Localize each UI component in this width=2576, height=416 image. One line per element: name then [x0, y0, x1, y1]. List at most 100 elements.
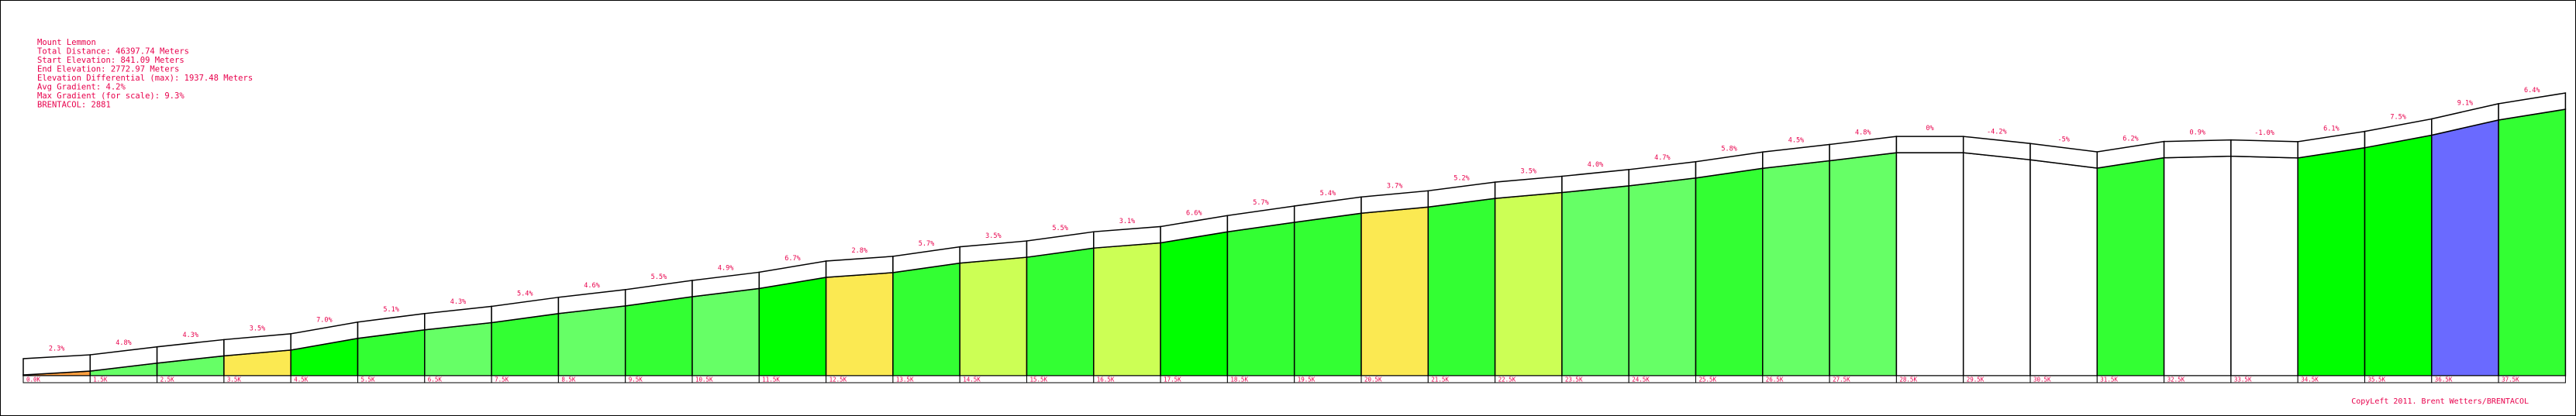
info-line-5: Avg Gradient: 4.2%	[37, 83, 126, 92]
segment-13: 5.7% 13.5K	[892, 240, 960, 383]
distance-label: 33.5K	[2234, 376, 2252, 383]
gradient-label: 5.8%	[1721, 145, 1736, 153]
gradient-label: 4.3%	[450, 298, 466, 306]
segment-ribbon	[2498, 92, 2567, 121]
segment-ribbon	[22, 354, 91, 376]
gradient-label: 5.7%	[919, 240, 934, 248]
segment-0: 2.3% 0.0K	[22, 346, 91, 383]
segment-fill	[1695, 167, 1764, 376]
gradient-label: 3.5%	[1521, 167, 1536, 175]
distance-label: 27.5K	[1833, 376, 1850, 383]
segment-fill	[1494, 191, 1563, 376]
gradient-label: 4.0%	[1588, 161, 1603, 169]
info-line-3: End Elevation: 2772.97 Meters	[37, 65, 179, 74]
segment-36: 9.1% 36.5K	[2431, 100, 2499, 383]
distance-label: 10.5K	[695, 376, 713, 383]
segment-33: -1.0% 33.5K	[2230, 129, 2298, 383]
gradient-label: 6.7%	[785, 255, 800, 263]
gradient-label: -1.0%	[2254, 129, 2274, 137]
segment-fill	[2431, 119, 2499, 376]
segment-fill	[2364, 134, 2433, 376]
gradient-label: 5.4%	[517, 291, 533, 298]
segment-fill	[1829, 152, 1898, 376]
gradient-label: 9.1%	[2457, 100, 2473, 108]
distance-label: 2.5K	[160, 376, 175, 383]
gradient-label: 4.8%	[116, 339, 131, 347]
distance-label: 16.5K	[1097, 376, 1115, 383]
gradient-label: -5%	[2057, 136, 2069, 144]
distance-label: 26.5K	[1766, 376, 1784, 383]
gradient-label: 3.5%	[985, 232, 1001, 240]
gradient-label: 7.5%	[2390, 114, 2405, 122]
segment-fill	[2230, 155, 2298, 376]
distance-label: 14.5K	[963, 376, 981, 383]
distance-label: 35.5K	[2368, 376, 2386, 383]
distance-label: 0.0K	[26, 376, 41, 383]
gradient-label: 5.7%	[1253, 199, 1268, 207]
distance-label: 6.5K	[428, 376, 443, 383]
segment-19: 5.4% 19.5K	[1293, 190, 1362, 383]
segment-fill	[1427, 198, 1496, 376]
distance-label: 34.5K	[2301, 376, 2319, 383]
distance-label: 9.5K	[629, 376, 643, 383]
segment-14: 3.5% 14.5K	[959, 232, 1028, 383]
distance-label: 18.5K	[1230, 376, 1248, 383]
distance-label: 13.5K	[896, 376, 914, 383]
segment-6: 4.3% 6.5K	[424, 298, 492, 383]
segment-fill	[2297, 146, 2366, 376]
segment-fill	[2029, 159, 2098, 376]
distance-label: 25.5K	[1699, 376, 1717, 383]
segment-26: 4.5% 26.5K	[1762, 136, 1830, 383]
segment-30: -5% 30.5K	[2029, 136, 2098, 383]
segment-35: 7.5% 35.5K	[2364, 114, 2433, 383]
gradient-label: 3.1%	[1119, 218, 1135, 225]
segment-fill	[825, 272, 894, 376]
gradient-label: 4.3%	[183, 332, 198, 339]
segment-fill	[557, 305, 626, 376]
segment-fill	[892, 262, 960, 376]
distance-label: 19.5K	[1298, 376, 1316, 383]
distance-label: 4.5K	[294, 376, 309, 383]
gradient-label: 6.1%	[2323, 125, 2339, 132]
segment-29: -4.2% 29.5K	[1962, 129, 2031, 383]
info-line-6: Max Gradient (for scale): 9.3%	[37, 91, 184, 101]
gradient-label: -4.2%	[1987, 129, 2007, 136]
distance-label: 17.5K	[1164, 376, 1181, 383]
distance-label: 5.5K	[361, 376, 376, 383]
segment-fill	[624, 296, 693, 376]
segment-fill	[1762, 160, 1830, 376]
segment-fill	[1895, 152, 1964, 376]
segment-fill	[959, 256, 1028, 376]
distance-label: 32.5K	[2167, 376, 2185, 383]
gradient-label: 5.2%	[1454, 175, 1469, 183]
segment-fill	[1026, 247, 1095, 376]
info-line-0: Mount Lemmon	[37, 38, 96, 47]
segment-34: 6.1% 34.5K	[2297, 125, 2366, 383]
segment-fill	[1160, 231, 1229, 376]
distance-label: 21.5K	[1431, 376, 1449, 383]
segment-21: 5.2% 21.5K	[1427, 175, 1496, 383]
segment-fill	[1962, 152, 2031, 376]
gradient-label: 2.3%	[49, 346, 64, 353]
segment-2: 4.3% 2.5K	[156, 332, 225, 383]
gradient-label: 5.1%	[383, 306, 398, 314]
segment-fill	[1561, 185, 1629, 376]
segment-fill	[1628, 177, 1697, 376]
segment-31: 6.2% 31.5K	[2096, 135, 2165, 383]
distance-label: 7.5K	[495, 376, 509, 383]
segment-9: 5.5% 9.5K	[624, 273, 693, 383]
gradient-label: 3.7%	[1387, 182, 1402, 190]
distance-label: 28.5K	[1899, 376, 1917, 383]
distance-label: 1.5K	[93, 376, 108, 383]
info-line-7: BRENTACOL: 2881	[37, 101, 111, 110]
segment-15: 5.5% 15.5K	[1026, 225, 1095, 383]
segment-fill	[691, 287, 760, 376]
segment-7: 5.4% 7.5K	[491, 291, 560, 383]
segment-fill	[491, 312, 560, 376]
gradient-label: 5.5%	[1052, 225, 1067, 232]
segment-ribbon	[1895, 136, 1964, 153]
distance-label: 30.5K	[2033, 376, 2051, 383]
distance-label: 22.5K	[1498, 376, 1516, 383]
distance-label: 36.5K	[2435, 376, 2453, 383]
info-line-4: Elevation Differential (max): 1937.48 Me…	[37, 74, 253, 83]
